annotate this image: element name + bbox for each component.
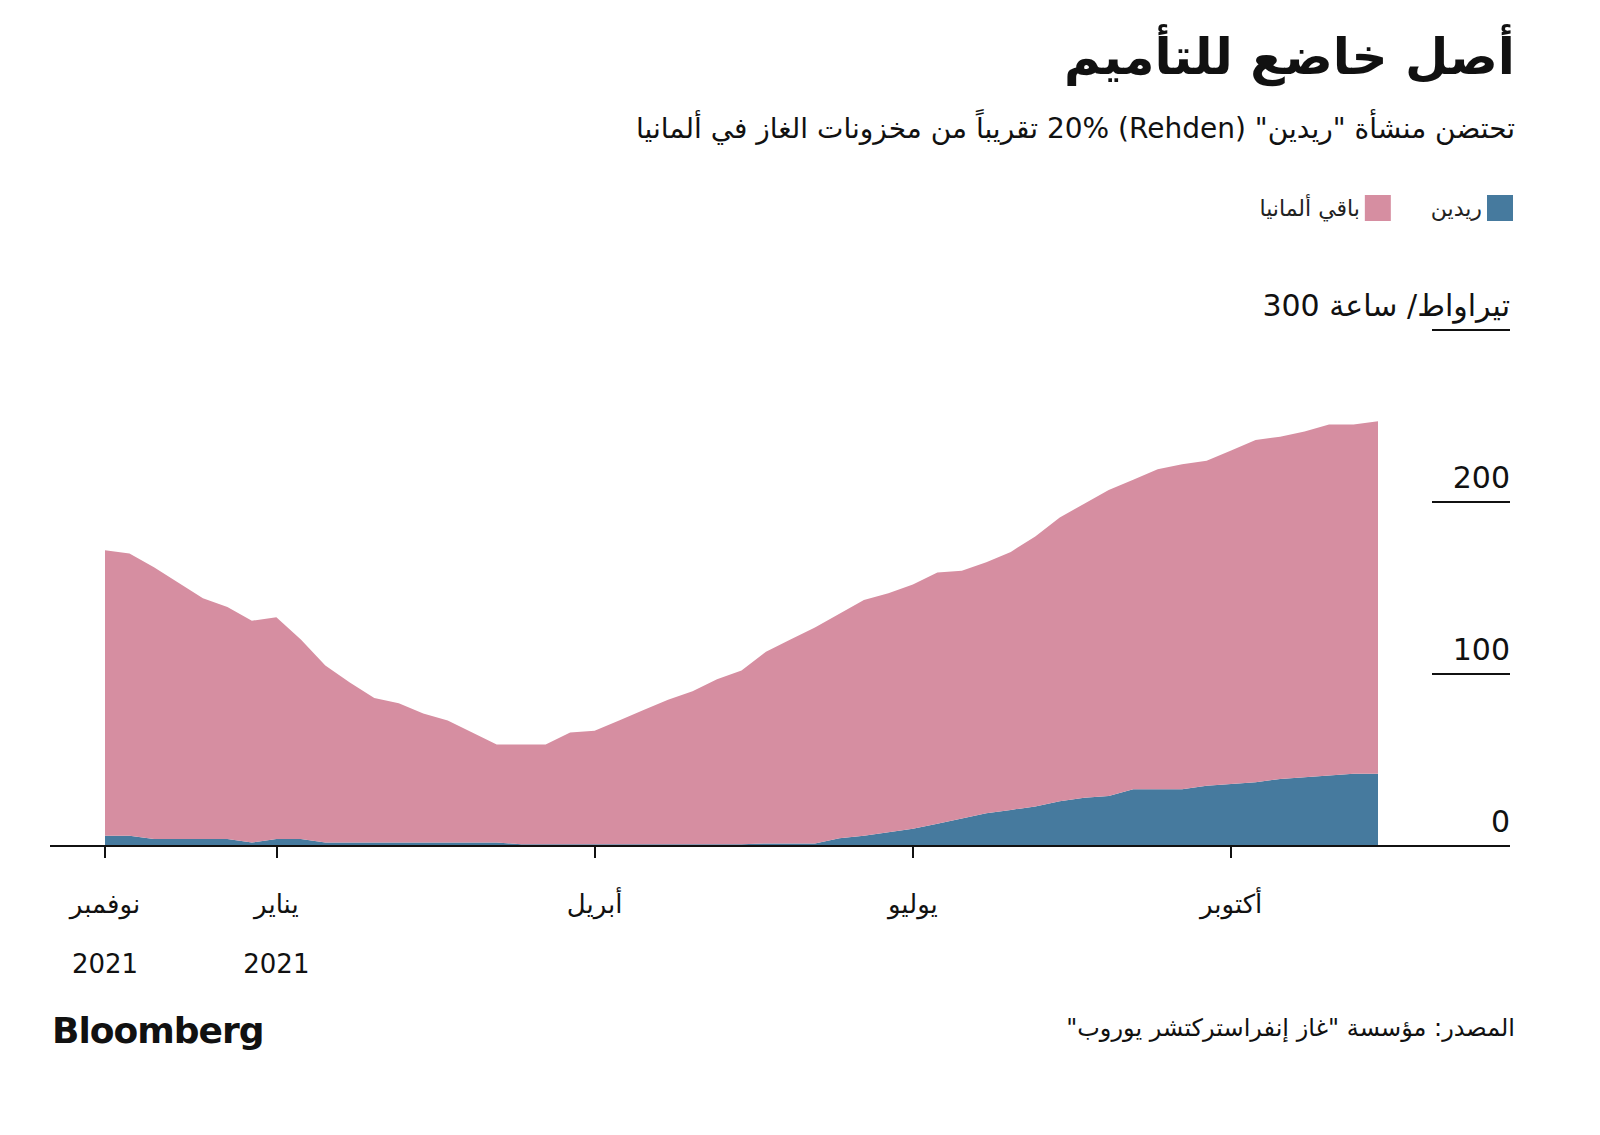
svg-text:100: 100 [1453, 632, 1510, 667]
html-text:أصل خاضع للتأميم: أصل خاضع للتأميم [1063, 28, 1515, 86]
svg-text:نوفمبر: نوفمبر [68, 889, 140, 920]
svg-text:0: 0 [1491, 804, 1510, 839]
html-text:تحتضن منشأة "ريدين" (Rehden) 2: تحتضن منشأة "ريدين" (Rehden) 20% تقريباً… [635, 112, 1515, 145]
html-text:المصدر: مؤسسة "غاز إنفراستركتش: المصدر: مؤسسة "غاز إنفراستركتشر يوروب" [1066, 1014, 1515, 1042]
svg-text:يناير: يناير [252, 889, 299, 920]
svg-text:2021: 2021 [243, 949, 309, 979]
svg-text:أكتوبر: أكتوبر [1198, 886, 1262, 920]
svg-text:2021: 2021 [72, 949, 138, 979]
svg-text:أبريل: أبريل [567, 886, 623, 920]
svg-text:باقي ألمانيا: باقي ألمانيا [1259, 194, 1359, 222]
svg-text:ريدين: ريدين [1431, 196, 1482, 221]
svg-text:300 تيراواط/ ساعة: 300 تيراواط/ ساعة [1262, 288, 1510, 324]
svg-text:يوليو: يوليو [886, 889, 938, 920]
svg-text:200: 200 [1453, 460, 1510, 495]
html-text:Bloomberg: Bloomberg [52, 1010, 264, 1051]
